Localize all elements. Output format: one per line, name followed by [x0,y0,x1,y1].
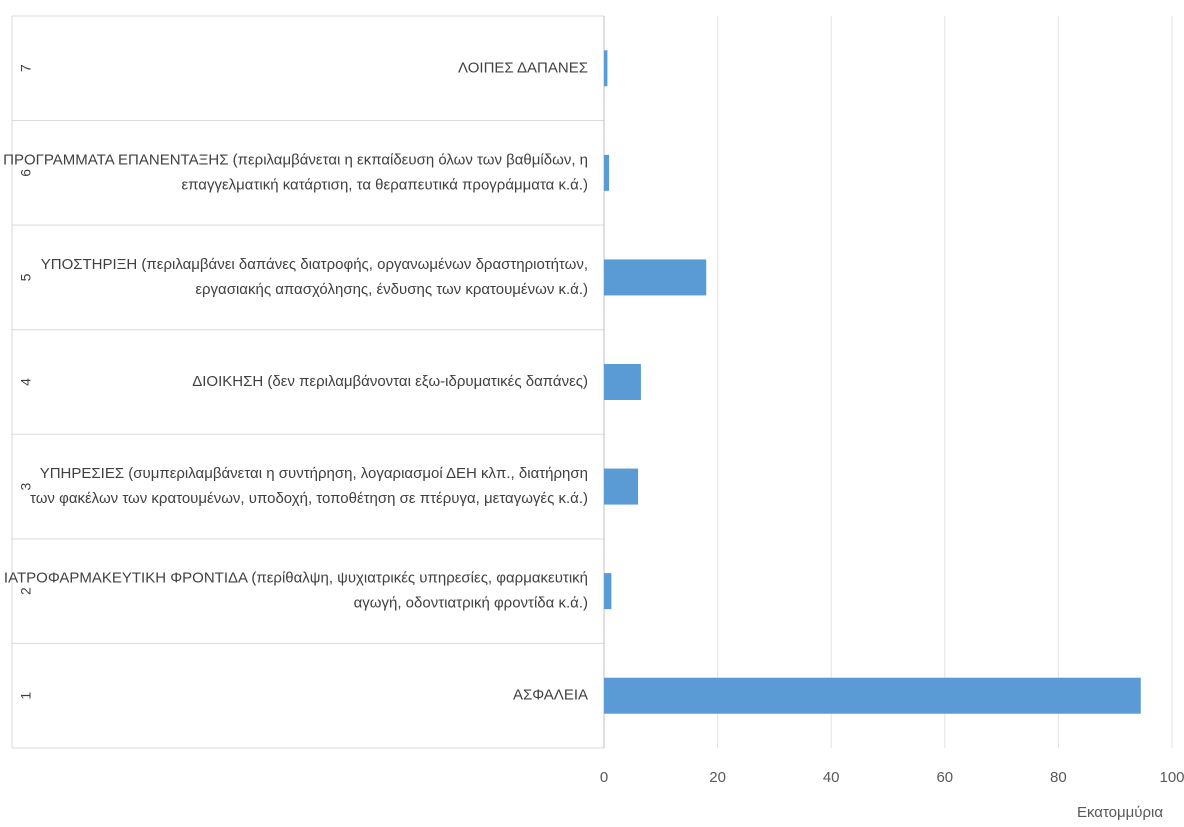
bar [604,50,608,87]
category-label: ΔΙΟΙΚΗΣΗ (δεν περιλαμβάνονται εξω-ιδρυμα… [192,373,588,390]
category-frame [11,15,604,749]
category-label: ΛΟΙΠΕΣ ΔΑΠΑΝΕΣ [458,59,588,76]
x-tick-label: 20 [709,769,726,786]
bar [604,259,707,296]
category-rank: 1 [18,692,34,700]
units-label: Εκατομμύρια [1077,804,1163,821]
bar [604,677,1141,714]
bar [604,573,612,610]
x-tick-label: 0 [600,769,608,786]
category-rank: 4 [18,378,34,386]
category-label: ΠΡΟΓΡΑΜΜΑΤΑ ΕΠΑΝΕΝΤΑΞΗΣ (περιλαμβάνεται … [3,151,588,193]
bar [604,364,641,400]
category-rank: 6 [18,169,34,177]
bar [604,154,610,191]
category-label: ΥΠΗΡΕΣΙΕΣ (συμπεριλαμβάνεται η συντήρηση… [30,465,588,507]
category-rank: 7 [18,64,34,72]
bar [604,468,639,505]
category-rank: 5 [18,273,34,281]
x-tick-label: 60 [936,769,953,786]
category-label: ΑΣΦΑΛΕΙΑ [513,687,588,704]
gridlines [603,16,1173,748]
category-rank: 2 [18,587,34,595]
category-rank: 3 [18,482,34,490]
category-label: ΥΠΟΣΤΗΡΙΞΗ (περιλαμβάνει δαπάνες διατροφ… [41,256,588,298]
bars [604,50,1141,714]
x-tick-label: 40 [823,769,840,786]
x-axis-ticks: 0 20 40 60 80 100 [600,769,1184,786]
x-tick-label: 80 [1050,769,1067,786]
category-label: ΙΑΤΡΟΦΑΡΜΑΚΕΥΤΙΚΗ ΦΡΟΝΤΙΔΑ (περίθαλψη, ψ… [4,570,588,612]
x-tick-label: 100 [1159,769,1184,786]
